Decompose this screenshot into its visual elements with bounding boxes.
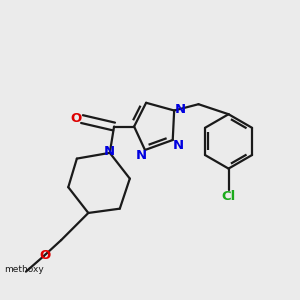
Text: N: N: [136, 149, 147, 162]
Text: methoxy: methoxy: [4, 265, 44, 274]
Text: O: O: [40, 248, 51, 262]
Text: N: N: [104, 145, 115, 158]
Text: O: O: [70, 112, 81, 125]
Text: N: N: [172, 139, 183, 152]
Text: N: N: [175, 103, 186, 116]
Text: Cl: Cl: [221, 190, 236, 203]
